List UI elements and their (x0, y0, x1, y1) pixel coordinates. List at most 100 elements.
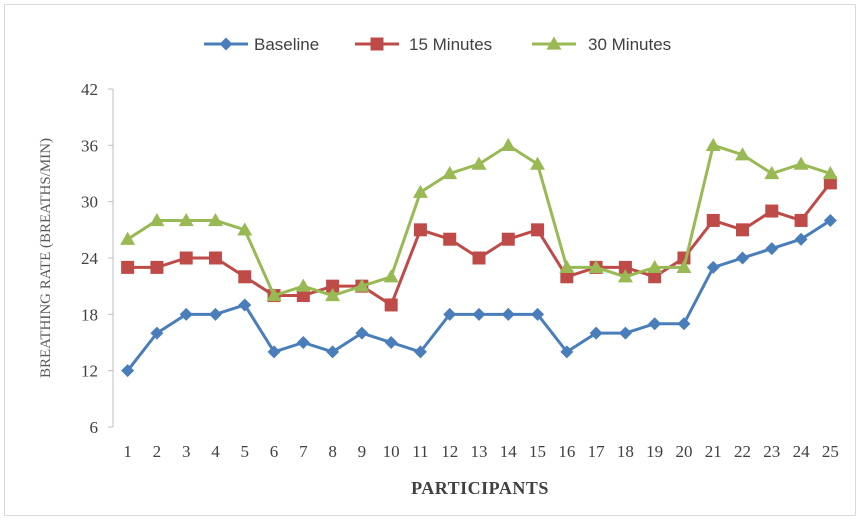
data-point (150, 326, 164, 340)
data-point (412, 184, 428, 198)
data-point (648, 270, 662, 284)
series-15-minutes (121, 176, 837, 312)
y-tick-label: 6 (90, 418, 99, 437)
data-point (150, 260, 164, 274)
data-point (764, 166, 780, 180)
y-tick-label: 30 (81, 193, 98, 212)
data-point (179, 251, 193, 265)
data-point (531, 307, 545, 321)
x-tick-label: 5 (241, 442, 250, 461)
data-point (384, 298, 398, 312)
y-tick-label: 12 (81, 362, 98, 381)
y-tick-label: 36 (81, 136, 98, 155)
data-point (120, 231, 136, 245)
x-tick-label: 19 (646, 442, 663, 461)
chart-frame (4, 4, 856, 516)
data-point (121, 260, 135, 274)
data-point (706, 260, 720, 274)
data-point (617, 269, 633, 283)
data-point (326, 345, 340, 359)
legend-swatch-marker (219, 37, 233, 51)
data-point (413, 223, 427, 237)
x-tick-label: 1 (123, 442, 132, 461)
x-tick-label: 18 (617, 442, 634, 461)
x-axis-title: PARTICIPANTS (411, 478, 549, 498)
data-point (647, 259, 663, 274)
data-point (823, 176, 837, 190)
data-point (326, 279, 340, 293)
data-point (238, 270, 252, 284)
data-point (618, 326, 632, 340)
data-point (793, 156, 809, 170)
x-tick-label: 7 (299, 442, 308, 461)
x-tick-label: 12 (441, 442, 458, 461)
data-point (121, 364, 135, 378)
data-point (677, 317, 691, 331)
x-tick-label: 14 (500, 442, 518, 461)
data-point (238, 298, 252, 312)
legend-label: Baseline (254, 35, 319, 54)
data-point (765, 242, 779, 256)
data-point (354, 278, 370, 292)
x-tick-label: 15 (529, 442, 546, 461)
y-tick-label: 18 (81, 305, 98, 324)
data-point (705, 137, 721, 151)
x-tick-label: 8 (328, 442, 337, 461)
data-point (736, 251, 750, 265)
data-point (266, 288, 282, 302)
x-tick-label: 13 (471, 442, 488, 461)
data-point (560, 345, 574, 359)
data-point (559, 259, 575, 274)
data-point (501, 232, 515, 246)
data-point (822, 166, 838, 180)
series-layer (120, 137, 838, 378)
series-line (126, 219, 832, 372)
data-point (736, 223, 750, 237)
data-point (472, 307, 486, 321)
x-tick-label: 3 (182, 442, 191, 461)
data-point (589, 326, 603, 340)
legend-item-30-minutes: 30 Minutes (532, 35, 671, 54)
x-tick-label: 23 (763, 442, 780, 461)
x-tick-label: 17 (588, 442, 606, 461)
data-point (500, 137, 516, 151)
data-point (179, 307, 193, 321)
data-point (296, 336, 310, 349)
legend-label: 30 Minutes (588, 35, 671, 54)
data-point (443, 307, 457, 321)
data-point (413, 345, 427, 359)
y-tick-label: 24 (81, 249, 99, 268)
data-point (706, 213, 720, 227)
data-point (588, 259, 604, 274)
data-point (531, 223, 545, 237)
data-point (325, 288, 341, 302)
x-tick-label: 25 (822, 442, 839, 461)
data-point (472, 251, 486, 265)
data-point (237, 222, 253, 236)
series-30-minutes (120, 137, 838, 302)
data-point (676, 259, 692, 274)
x-tick-label: 4 (211, 442, 220, 461)
x-tick-label: 24 (793, 442, 811, 461)
data-point (618, 260, 632, 274)
legend: Baseline 15 Minutes 30 Minutes (204, 35, 671, 54)
data-point (735, 147, 751, 161)
data-point (794, 213, 808, 227)
legend-swatch-marker (546, 36, 562, 50)
data-point (149, 212, 165, 227)
data-point (207, 212, 223, 227)
data-point (530, 156, 546, 170)
x-tick-label: 22 (734, 442, 751, 461)
legend-label: 15 Minutes (409, 35, 492, 54)
data-point (355, 326, 369, 340)
data-point (442, 166, 458, 180)
series-line (127, 181, 832, 307)
legend-swatch-marker (370, 37, 384, 51)
x-tick-label: 10 (383, 442, 400, 461)
data-point (208, 251, 222, 265)
x-tick-label: 20 (675, 442, 692, 461)
legend-item-15-minutes: 15 Minutes (355, 35, 492, 54)
data-point (471, 156, 487, 170)
